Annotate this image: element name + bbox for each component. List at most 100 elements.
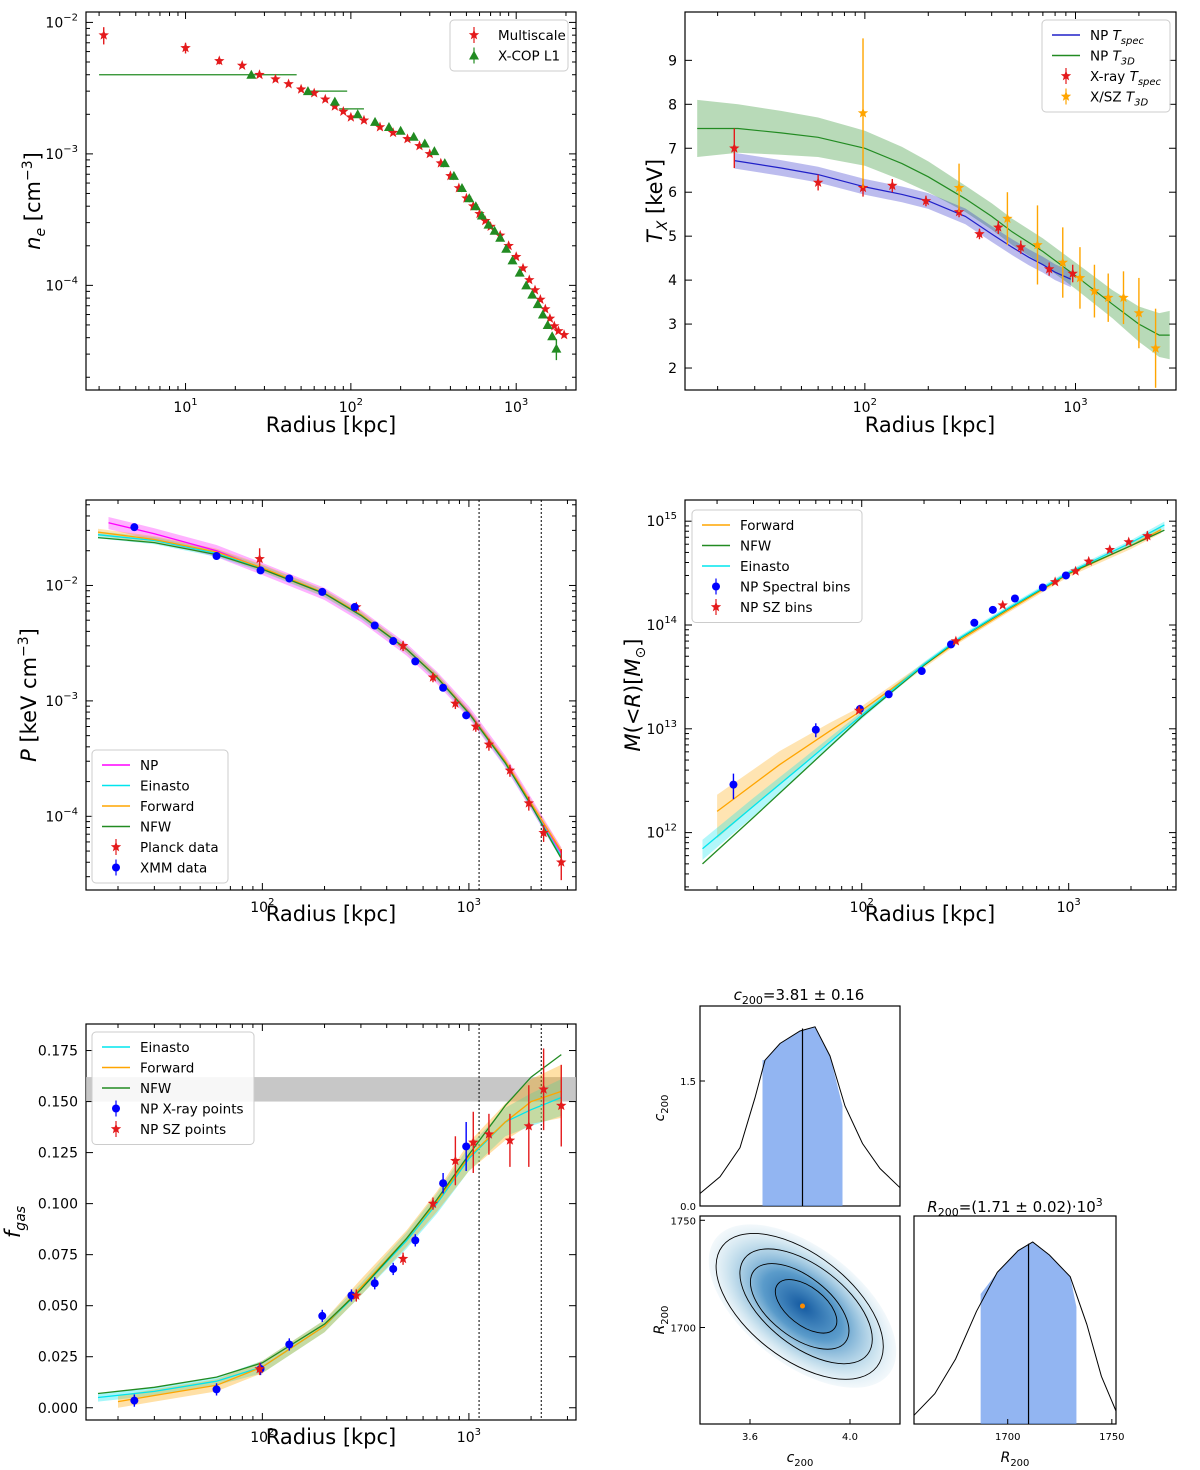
y-tick-label: 10−3	[45, 144, 78, 163]
legend-marker-swatch	[469, 50, 479, 60]
x-tick-label: 103	[457, 1427, 481, 1446]
density-plot-frame	[85, 11, 577, 391]
legend-marker-swatch	[110, 841, 122, 852]
data-point	[556, 856, 567, 867]
y-tick-label: 0.125	[38, 1146, 78, 1162]
data-point	[950, 635, 962, 646]
r200-histogram	[913, 1241, 1117, 1416]
data-point	[1083, 555, 1094, 566]
x-cop-l1-point	[551, 343, 562, 353]
legend-box	[91, 749, 229, 884]
c200-histogram	[699, 1026, 901, 1194]
temperature-point	[1044, 263, 1055, 274]
joint-y-axis-label: R200	[652, 1306, 671, 1335]
y-tick-label: 9	[668, 53, 677, 69]
multiscale-point	[524, 274, 535, 285]
data-point	[468, 1136, 479, 1147]
x-cop-l1-point	[419, 138, 430, 148]
data-point	[212, 551, 221, 560]
multiscale-point	[283, 78, 294, 89]
y-tick-label: 1015	[646, 511, 677, 530]
legend-marker-swatch	[1060, 70, 1072, 81]
gas-fraction-plot-frame	[85, 1023, 577, 1421]
c200-hist-tick-label: 0.0	[680, 1202, 696, 1213]
x-tick-label: 102	[250, 897, 274, 916]
einasto-line	[702, 524, 1165, 850]
r200-x-axis-label: R200	[1001, 1450, 1030, 1469]
kde-contour	[749, 1263, 850, 1350]
x-cop-l1-point	[302, 86, 313, 96]
legend-box	[1041, 19, 1171, 113]
gas-fraction-x-axis-label: Radius [kpc]	[266, 1425, 397, 1449]
y-tick-label: 0.100	[38, 1197, 78, 1213]
multiscale-point	[503, 240, 514, 251]
multiscale-point	[445, 170, 456, 181]
x-tick-label: 103	[1063, 397, 1087, 416]
legend-marker-swatch	[110, 1123, 122, 1134]
legend-marker-swatch	[112, 863, 120, 872]
t3d-band	[697, 99, 1170, 360]
x-cop-l1-point	[464, 193, 475, 203]
legend-marker-swatch	[112, 1104, 120, 1113]
data-point	[988, 605, 997, 614]
data-point	[318, 1311, 327, 1320]
data-point	[811, 725, 820, 734]
multiscale-point	[214, 55, 225, 66]
data-point	[483, 1128, 495, 1139]
temperature-point	[812, 177, 824, 187]
y-tick-label: 7	[668, 141, 677, 157]
data-point	[439, 1179, 448, 1188]
y-tick-label: 10−4	[45, 275, 78, 294]
c200-hist-y-axis-label: c200	[652, 1095, 671, 1122]
data-point	[997, 599, 1008, 610]
x-cop-l1-point	[514, 267, 525, 277]
data-point	[254, 553, 265, 564]
legend-label: NP	[140, 758, 158, 774]
multiscale-point	[549, 320, 560, 331]
legend-label: NP T3D	[1090, 49, 1135, 68]
x-cop-l1-point	[532, 299, 543, 309]
data-point	[523, 1120, 534, 1131]
pressure-profile-panel: 102 103 10−4 10−3 10−2 Radius [kpc] P [keV c…	[16, 499, 577, 926]
temperature-point	[920, 195, 932, 206]
gas-fraction-legend: Einasto Forward NFW NP X-ray points NP SZ po…	[91, 1031, 255, 1145]
legend-label: NFW	[140, 820, 171, 836]
legend-label: Einasto	[140, 1040, 190, 1056]
legend-label: Planck data	[140, 840, 219, 856]
multiscale-point	[424, 148, 435, 159]
joint-posterior-frame	[699, 1215, 901, 1425]
mass-y-axis-label: M(<R)[M⊙]	[621, 639, 649, 752]
temperature-point	[1067, 268, 1078, 278]
legend-label: NP X-ray points	[140, 1102, 244, 1118]
forward-band	[118, 1064, 562, 1408]
y-tick-label: 10−2	[45, 12, 78, 31]
data-point	[462, 1142, 471, 1151]
data-point	[1038, 583, 1047, 592]
best-fit-marker	[800, 1303, 805, 1309]
multiscale-point	[435, 157, 446, 168]
temperature-point	[974, 228, 985, 239]
legend-label: X-ray Tspec	[1090, 69, 1162, 88]
data-point	[411, 657, 420, 666]
y-tick-label: 10−4	[45, 806, 78, 825]
data-point	[389, 637, 398, 646]
temperature-point	[1118, 292, 1129, 303]
legend-label: NP Spectral bins	[740, 580, 850, 596]
y-tick-label: 10−2	[45, 575, 78, 594]
y-tick-label: 1014	[646, 615, 677, 634]
pressure-legend: NP Einasto Forward NFW Planck data XMM data	[91, 749, 229, 884]
temperature-x-axis-label: Radius [kpc]	[865, 413, 996, 437]
x-cop-l1-point	[542, 319, 553, 329]
multiscale-point	[374, 121, 386, 132]
x-cop-l1-point	[547, 331, 558, 341]
corner-plot-panel: c200=3.81 ± 0.16 0.0 1.5 3.6 4.0 1700 1750 R…	[652, 986, 1125, 1469]
data-point	[538, 1083, 549, 1094]
x-cop-l1-point	[527, 289, 538, 299]
multiscale-point	[540, 303, 551, 314]
data-point	[389, 1264, 398, 1273]
multiscale-point	[320, 93, 331, 104]
multiscale-point	[529, 284, 541, 295]
y-tick-label: 0.150	[38, 1095, 78, 1111]
r200-tick-label: 1750	[1099, 1432, 1124, 1443]
data-point	[397, 640, 409, 651]
